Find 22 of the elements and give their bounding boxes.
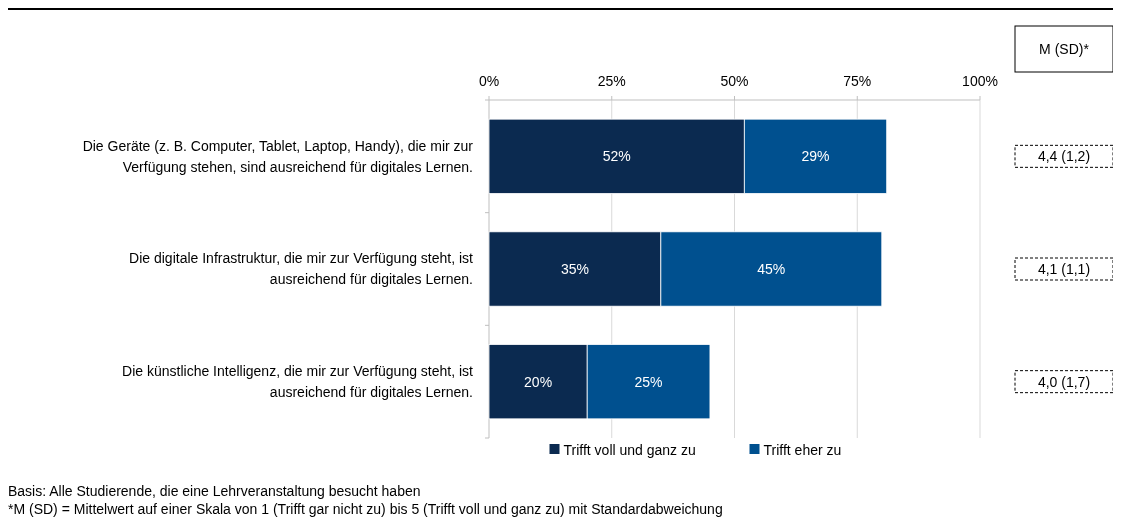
text: 4,0 (1,7)	[1037, 373, 1091, 390]
data-label: 29%	[801, 148, 830, 165]
x-tick-label: 25%	[597, 73, 626, 89]
data-label: 20%	[524, 373, 553, 390]
y-tick-label: Die digitale Infrastruktur, die mir zur Verfügung steht, ist ausreichend für digitales Lernen.	[129, 250, 474, 288]
text: Basis: Alle Studierende, die eine Lehrveranstaltung besucht haben	[8, 482, 421, 499]
text: M (SD)*	[1039, 40, 1090, 57]
text: *M (SD) = Mittelwert auf einer Skala von 1 (Trifft gar nicht zu) bis 5 (Trifft voll und ganz zu) mit Standardabweichung	[8, 500, 723, 517]
legend-label: Trifft eher zu	[763, 441, 842, 458]
text: 4,1 (1,1)	[1037, 260, 1091, 277]
x-tick-label: 0%	[478, 73, 500, 89]
data-label: 35%	[560, 260, 589, 277]
data-label: 45%	[757, 260, 786, 277]
x-tick-label: 50%	[720, 73, 749, 89]
legend-label: Trifft voll und ganz zu	[563, 441, 696, 458]
x-tick-label: 75%	[843, 73, 872, 89]
data-label: 52%	[602, 148, 631, 165]
data-label: 25%	[634, 373, 663, 390]
x-tick-label: 100%	[962, 73, 998, 89]
y-tick-label: Die künstliche Intelligenz, die mir zur Verfügung steht, ist ausreichend für digitales Lernen.	[122, 363, 474, 401]
y-tick-label: Die Geräte (z. B. Computer, Tablet, Laptop, Handy), die mir zur Verfügung stehen, sind ausreichend für digitales Lernen.	[82, 137, 474, 175]
text: 4,4 (1,2)	[1037, 148, 1091, 165]
